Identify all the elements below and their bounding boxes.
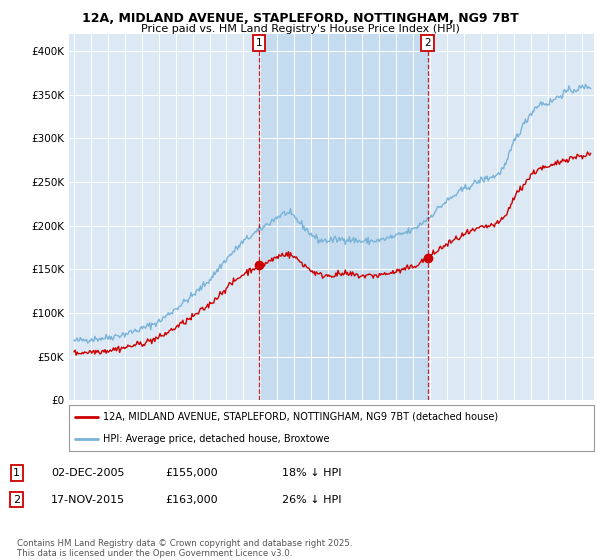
Text: HPI: Average price, detached house, Broxtowe: HPI: Average price, detached house, Brox… [103,434,329,444]
Text: 02-DEC-2005: 02-DEC-2005 [51,468,125,478]
Text: 2: 2 [13,494,20,505]
Text: £155,000: £155,000 [165,468,218,478]
Text: 1: 1 [256,38,262,48]
Text: 12A, MIDLAND AVENUE, STAPLEFORD, NOTTINGHAM, NG9 7BT: 12A, MIDLAND AVENUE, STAPLEFORD, NOTTING… [82,12,518,25]
Text: 18% ↓ HPI: 18% ↓ HPI [282,468,341,478]
Text: 2: 2 [424,38,431,48]
Text: 12A, MIDLAND AVENUE, STAPLEFORD, NOTTINGHAM, NG9 7BT (detached house): 12A, MIDLAND AVENUE, STAPLEFORD, NOTTING… [103,412,498,422]
Text: 1: 1 [13,468,20,478]
Text: 26% ↓ HPI: 26% ↓ HPI [282,494,341,505]
Text: £163,000: £163,000 [165,494,218,505]
Text: Contains HM Land Registry data © Crown copyright and database right 2025.
This d: Contains HM Land Registry data © Crown c… [17,539,352,558]
Bar [259,34,428,400]
Text: 17-NOV-2015: 17-NOV-2015 [51,494,125,505]
Text: Price paid vs. HM Land Registry's House Price Index (HPI): Price paid vs. HM Land Registry's House … [140,24,460,34]
